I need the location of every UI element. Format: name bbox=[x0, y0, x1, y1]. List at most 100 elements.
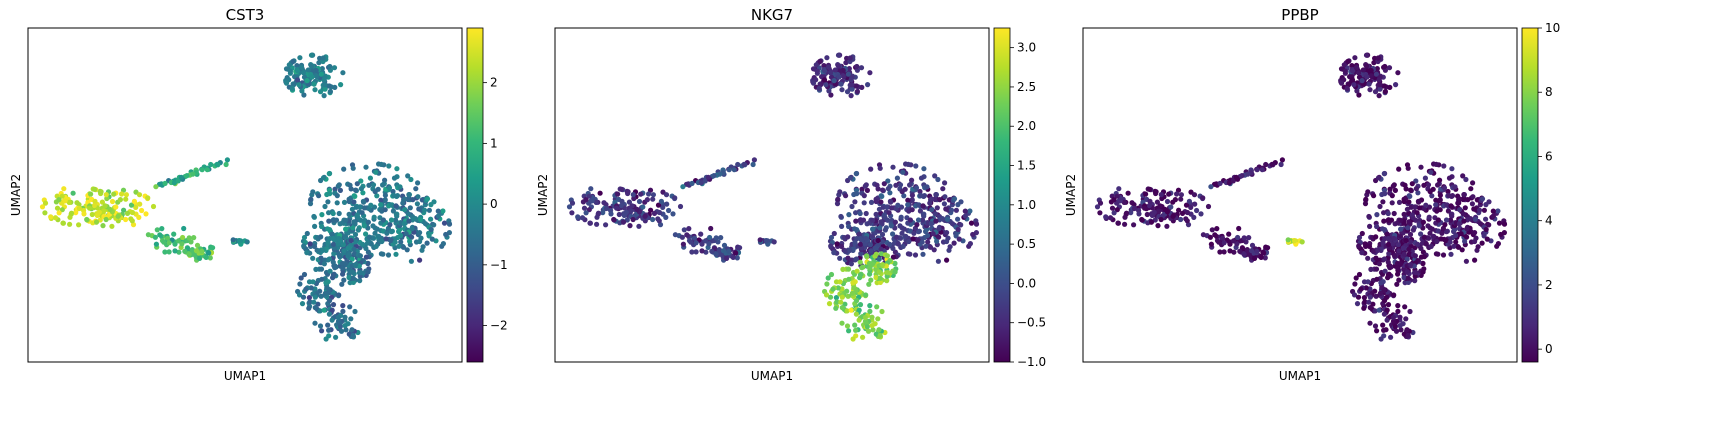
scatter-point bbox=[879, 239, 886, 245]
scatter-point bbox=[651, 210, 658, 216]
scatter-point bbox=[730, 254, 736, 260]
scatter-point bbox=[61, 186, 67, 192]
scatter-point bbox=[1381, 171, 1387, 177]
scatter-point bbox=[306, 305, 312, 311]
scatter-point bbox=[1299, 239, 1305, 245]
scatter-point bbox=[1401, 211, 1407, 217]
scatter-point bbox=[398, 232, 404, 239]
scatter-point bbox=[1415, 190, 1421, 196]
scatter-point bbox=[1356, 70, 1362, 76]
scatter-point bbox=[304, 250, 310, 256]
scatter-point bbox=[340, 265, 346, 271]
scatter-point bbox=[348, 316, 354, 322]
scatter-point bbox=[838, 243, 845, 249]
scatter-point bbox=[320, 175, 327, 181]
scatter-point bbox=[287, 68, 293, 74]
scatter-point bbox=[1394, 281, 1400, 287]
scatter-point bbox=[688, 239, 694, 245]
scatter-point bbox=[193, 248, 200, 254]
scatter-point bbox=[1361, 305, 1367, 311]
scatter-point bbox=[1391, 235, 1397, 242]
scatter-point bbox=[308, 285, 314, 291]
scatter-point bbox=[1377, 82, 1383, 88]
scatter-point bbox=[813, 62, 819, 68]
scatter-point bbox=[825, 275, 831, 281]
scatter-point bbox=[849, 203, 855, 210]
scatter-point bbox=[358, 178, 364, 184]
scatter-point bbox=[1445, 208, 1451, 214]
scatter-point bbox=[312, 223, 318, 229]
scatter-point bbox=[830, 286, 836, 292]
scatter-point bbox=[326, 171, 332, 177]
scatter-point bbox=[663, 214, 669, 220]
scatter-point bbox=[1407, 239, 1414, 245]
scatter-point bbox=[394, 213, 400, 219]
scatter-point bbox=[363, 164, 369, 170]
scatter-point bbox=[351, 251, 357, 257]
scatter-point bbox=[1428, 169, 1434, 175]
scatter-point bbox=[844, 308, 850, 314]
scatter-point bbox=[1437, 197, 1443, 203]
scatter-point bbox=[868, 277, 874, 283]
scatter-point bbox=[947, 244, 953, 250]
scatter-point bbox=[718, 235, 724, 241]
scatter-point bbox=[861, 193, 867, 199]
scatter-point bbox=[827, 294, 834, 300]
scatter-point bbox=[128, 202, 135, 208]
scatter-point bbox=[1437, 177, 1443, 183]
scatter-point bbox=[283, 80, 290, 86]
scatter-point bbox=[357, 204, 363, 210]
scatter-point bbox=[378, 197, 384, 203]
scatter-point bbox=[382, 207, 388, 213]
scatter-point bbox=[1472, 257, 1478, 263]
scatter-point bbox=[581, 205, 588, 211]
scatter-point bbox=[139, 207, 145, 214]
scatter-point bbox=[663, 192, 670, 198]
scatter-point bbox=[67, 214, 73, 220]
scatter-point bbox=[1381, 83, 1387, 89]
scatter-point bbox=[835, 52, 842, 58]
scatter-point bbox=[368, 202, 374, 208]
scatter-point bbox=[1437, 207, 1443, 213]
scatter-point bbox=[1244, 248, 1250, 254]
scatter-point bbox=[842, 248, 849, 254]
scatter-point bbox=[1164, 198, 1171, 205]
colorbar-ticks: 2 1 0 −1 −2 bbox=[483, 76, 508, 333]
scatter-point bbox=[878, 246, 884, 252]
scatter-point bbox=[1405, 165, 1411, 171]
scatter-point bbox=[341, 277, 347, 283]
scatter-point bbox=[724, 255, 730, 261]
scatter-point bbox=[1471, 206, 1477, 212]
scatter-point bbox=[650, 192, 656, 198]
scatter-point bbox=[327, 227, 333, 233]
scatter-point bbox=[1406, 246, 1412, 252]
scatter-point bbox=[628, 208, 634, 214]
scatter-point bbox=[1363, 285, 1369, 291]
scatter-point bbox=[1423, 202, 1429, 208]
scatter-point bbox=[837, 255, 843, 261]
scatter-point bbox=[1442, 222, 1448, 228]
scatter-point bbox=[357, 253, 363, 259]
scatter-point bbox=[365, 260, 371, 266]
scatter-point bbox=[154, 227, 160, 233]
scatter-point bbox=[968, 220, 975, 226]
scatter-point bbox=[589, 198, 595, 204]
scatter-point bbox=[928, 196, 935, 202]
scatter-point bbox=[1420, 260, 1426, 266]
scatter-point bbox=[194, 242, 201, 248]
scatter-point bbox=[873, 274, 879, 281]
chart-title: NKG7 bbox=[751, 6, 793, 24]
scatter-point bbox=[1371, 193, 1377, 199]
scatter-point bbox=[878, 219, 884, 225]
scatter-point bbox=[357, 278, 363, 284]
scatter-point bbox=[1385, 272, 1391, 278]
scatter-point bbox=[67, 221, 73, 227]
scatter-point bbox=[837, 279, 843, 285]
scatter-point bbox=[1252, 255, 1258, 261]
scatter-point bbox=[917, 208, 923, 214]
scatter-point bbox=[1372, 89, 1379, 95]
scatter-point bbox=[1292, 238, 1298, 244]
scatter-point bbox=[1200, 195, 1206, 201]
scatter-point bbox=[1388, 334, 1394, 340]
scatter-point bbox=[1378, 280, 1384, 286]
